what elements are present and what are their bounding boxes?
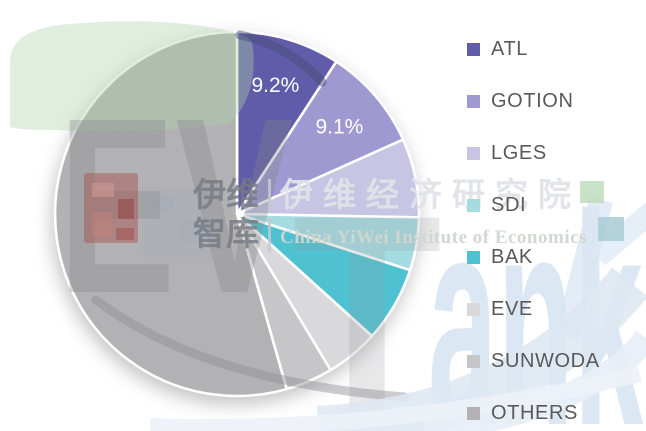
leaf-dark-arc: [235, 30, 327, 87]
legend-item-sunwoda: SUNWODA: [467, 335, 642, 387]
legend: ATL GOTION LGES SDI BAK EVE SUNWODA OTH: [467, 23, 642, 431]
legend-item-eve: EVE: [467, 283, 642, 335]
legend-label-sdi: SDI: [491, 193, 527, 216]
legend-item-atl: ATL: [467, 23, 642, 75]
legend-marker-sdi: [467, 198, 480, 212]
legend-item-sdi: SDI: [467, 179, 642, 231]
teal-accent-square: [598, 217, 624, 241]
legend-label-sunwoda: SUNWODA: [491, 349, 600, 372]
pie-slice-others: [53, 30, 288, 398]
legend-marker-others: [467, 406, 480, 420]
data-label-atl: 9.2%: [251, 74, 299, 97]
legend-marker-lges: [467, 146, 480, 160]
red-pixel-block: [84, 173, 138, 243]
legend-item-others: OTHERS: [467, 387, 642, 431]
legend-item-gotion: GOTION: [467, 75, 642, 127]
blue-pixel-block: [142, 188, 214, 258]
legend-label-gotion: GOTION: [491, 89, 574, 112]
logo-k-arm: [590, 184, 646, 266]
legend-marker-sunwoda: [467, 354, 480, 368]
green-accent-square: [580, 181, 604, 203]
legend-label-bak: BAK: [491, 245, 533, 268]
legend-marker-eve: [467, 302, 480, 316]
pie-slice-gotion: [235, 60, 405, 216]
legend-label-others: OTHERS: [491, 401, 578, 424]
legend-label-lges: LGES: [491, 141, 547, 164]
legend-marker-gotion: [467, 94, 480, 108]
logo-letter-t: T: [292, 152, 442, 431]
data-label-gotion: 9.1%: [315, 116, 363, 139]
legend-label-atl: ATL: [491, 37, 528, 60]
legend-marker-bak: [467, 250, 480, 264]
legend-label-eve: EVE: [491, 297, 533, 320]
legend-marker-atl: [467, 42, 480, 56]
blue-swoosh-bottom: [149, 366, 642, 431]
leaf-shape: [10, 21, 254, 132]
gray-swoosh: [91, 295, 410, 402]
legend-item-bak: BAK: [467, 231, 642, 283]
legend-item-lges: LGES: [467, 127, 642, 179]
